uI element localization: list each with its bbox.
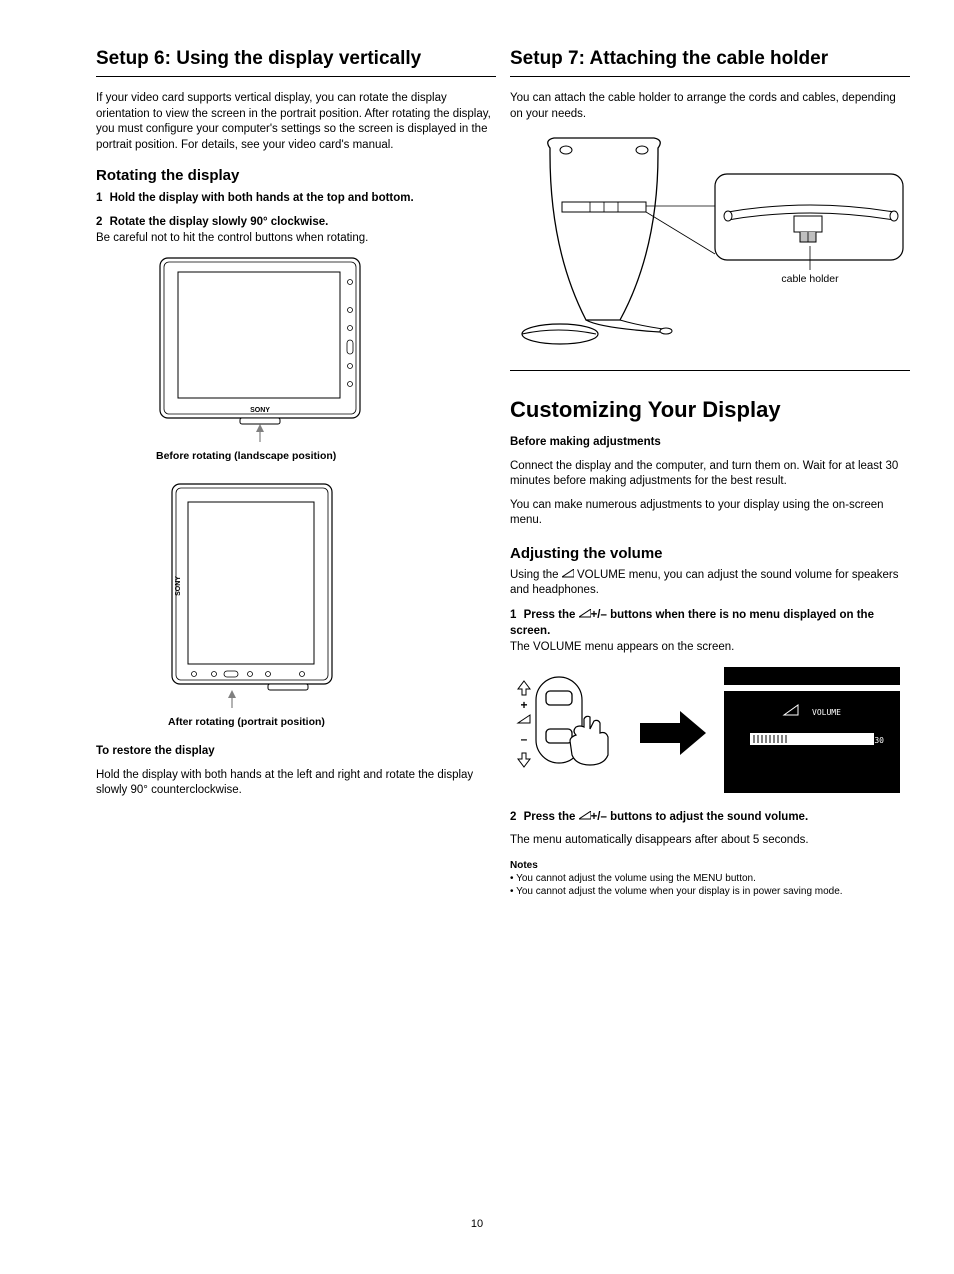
step2-note: Be careful not to hit the control button… bbox=[96, 232, 368, 244]
svg-text:–: – bbox=[521, 732, 528, 746]
sony-logo-portrait: SONY bbox=[175, 576, 182, 596]
portrait-caption: After rotating (portrait position) bbox=[168, 716, 496, 728]
left-column: Setup 6: Using the display vertically If… bbox=[96, 48, 496, 807]
setup6-heading: Setup 6: Using the display vertically bbox=[96, 48, 496, 70]
volume-svg: + – bbox=[510, 663, 910, 803]
adjust-volume-head: Adjusting the volume bbox=[510, 545, 910, 562]
vol-intro-a: Using the bbox=[510, 569, 562, 581]
rotate-step1: 1 Hold the display with both hands at th… bbox=[96, 190, 496, 206]
step2-text: Rotate the display slowly 90° clockwise. bbox=[110, 216, 329, 228]
volume-icon bbox=[579, 609, 591, 618]
vol-step1-note: The VOLUME menu appears on the screen. bbox=[510, 641, 734, 653]
vol-step2-num: 2 bbox=[510, 811, 516, 823]
note1: • You cannot adjust the volume using the… bbox=[510, 872, 910, 885]
restore-head: To restore the display bbox=[96, 744, 496, 760]
svg-text:+: + bbox=[520, 698, 527, 712]
vol-step2-a: Press the bbox=[524, 811, 579, 823]
vol-step1-num: 1 bbox=[510, 609, 516, 621]
vol-step1-a: Press the bbox=[524, 609, 579, 621]
before-adj-head: Before making adjustments bbox=[510, 435, 910, 451]
setup6-para1: If your video card supports vertical dis… bbox=[96, 91, 496, 153]
volume-figure: + – bbox=[510, 663, 910, 803]
cable-holder-label: cable holder bbox=[781, 273, 839, 285]
rotating-subhead: Rotating the display bbox=[96, 167, 496, 184]
vol-step2-b: +/– buttons to adjust the sound volume. bbox=[591, 811, 809, 823]
notes-head: Notes bbox=[510, 859, 910, 872]
vol-step1: 1 Press the +/– buttons when there is no… bbox=[510, 607, 910, 655]
portrait-figure: SONY After rotating (portrait position) bbox=[168, 480, 496, 728]
vol-intro: Using the VOLUME menu, you can adjust th… bbox=[510, 568, 910, 599]
step2-num: 2 bbox=[96, 216, 102, 228]
note2: • You cannot adjust the volume when your… bbox=[510, 885, 910, 898]
osd-value: 30 bbox=[874, 736, 884, 745]
right-column: Setup 7: Attaching the cable holder You … bbox=[510, 48, 910, 898]
customizing-heading: Customizing Your Display bbox=[510, 397, 910, 423]
osd-title: VOLUME bbox=[812, 708, 841, 717]
portrait-monitor-svg: SONY bbox=[168, 480, 338, 710]
volume-icon bbox=[579, 811, 591, 820]
landscape-monitor-svg: SONY bbox=[156, 254, 366, 444]
stand-figure: cable holder bbox=[510, 130, 910, 360]
stand-svg: cable holder bbox=[510, 130, 910, 360]
setup7-heading: Setup 7: Attaching the cable holder bbox=[510, 48, 910, 70]
setup7-para: You can attach the cable holder to arran… bbox=[510, 91, 910, 122]
rule bbox=[96, 76, 496, 77]
restore-body: Hold the display with both hands at the … bbox=[96, 768, 496, 799]
vol-step2: 2 Press the +/– buttons to adjust the so… bbox=[510, 809, 910, 825]
rule bbox=[510, 76, 910, 77]
autoclose: The menu automatically disappears after … bbox=[510, 833, 910, 849]
before-adj-body: Connect the display and the computer, an… bbox=[510, 459, 910, 490]
rotate-step2: 2 Rotate the display slowly 90° clockwis… bbox=[96, 214, 496, 246]
landscape-caption: Before rotating (landscape position) bbox=[156, 450, 496, 462]
rule bbox=[510, 370, 910, 371]
sony-logo-landscape: SONY bbox=[250, 407, 270, 414]
step1-text: Hold the display with both hands at the … bbox=[110, 192, 414, 204]
menu-body: You can make numerous adjustments to you… bbox=[510, 498, 910, 529]
page-number: 10 bbox=[471, 1218, 483, 1230]
landscape-figure: SONY Before rotating (landscape position… bbox=[156, 254, 496, 462]
step1-num: 1 bbox=[96, 192, 102, 204]
volume-icon bbox=[562, 569, 574, 578]
